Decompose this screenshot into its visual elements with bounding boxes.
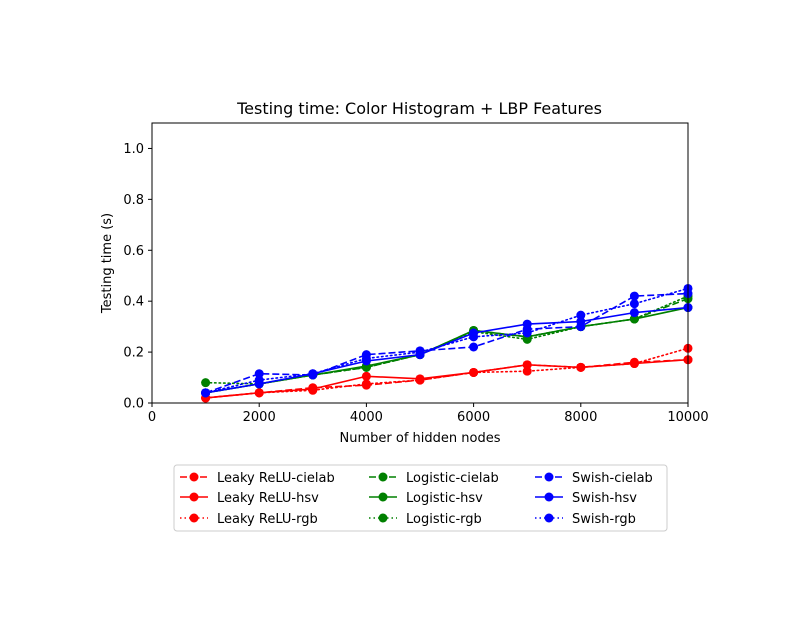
data-point: [415, 375, 425, 385]
x-tick-label: 6000: [457, 410, 490, 425]
legend-item: Logistic-cielab: [369, 471, 499, 486]
series-line: [205, 306, 689, 394]
legend-label: Swish-hsv: [572, 491, 637, 506]
data-point: [308, 385, 318, 395]
data-point: [361, 371, 371, 381]
legend-marker: [378, 492, 388, 502]
x-tick-label: 0: [148, 410, 156, 425]
data-point: [469, 367, 479, 377]
legend-marker: [544, 492, 554, 502]
data-point: [254, 369, 264, 379]
legend-label: Leaky ReLU-cielab: [217, 471, 335, 486]
legend-marker: [189, 492, 199, 502]
y-tick-label: 0.2: [123, 346, 144, 361]
plot-frame: [151, 122, 689, 404]
series-line: [205, 297, 689, 394]
legend: Leaky ReLU-cielab Leaky ReLU-hsv Leaky ReL…: [173, 464, 668, 532]
data-point: [201, 378, 211, 388]
data-point: [201, 388, 211, 398]
legend-item: Swish-rgb: [535, 512, 636, 527]
series-swish-hsv: [201, 303, 693, 398]
legend-label: Swish-rgb: [572, 512, 636, 527]
series-leaky-relu-hsv: [201, 355, 693, 403]
x-tick-label: 2000: [243, 410, 276, 425]
legend-box: [173, 464, 668, 532]
series-line: [204, 295, 689, 385]
data-point: [576, 317, 586, 327]
legend-marker: [189, 513, 199, 523]
data-point: [254, 375, 264, 385]
legend-marker: [378, 513, 388, 523]
y-tick-label: 0.0: [123, 397, 144, 412]
data-point: [522, 319, 532, 329]
legend-label: Leaky ReLU-hsv: [217, 491, 319, 506]
y-axis: 0.0 0.2 0.4 0.6 0.8 1.0: [123, 142, 152, 412]
legend-label: Logistic-rgb: [406, 512, 482, 527]
y-tick-label: 1.0: [123, 142, 144, 157]
legend-label: Swish-cielab: [572, 471, 653, 486]
plot-area: [201, 283, 693, 403]
data-point: [469, 332, 479, 342]
data-point: [361, 353, 371, 363]
data-point: [576, 310, 586, 320]
x-tick-label: 8000: [564, 410, 597, 425]
legend-item: Logistic-rgb: [369, 512, 482, 527]
legend-marker: [189, 472, 199, 482]
legend-marker: [544, 472, 554, 482]
data-point: [576, 362, 586, 372]
data-point: [254, 388, 264, 398]
x-tick-label: 4000: [350, 410, 383, 425]
data-point: [308, 369, 318, 379]
legend-item: Leaky ReLU-rgb: [180, 512, 318, 527]
series-leaky-relu-rgb: [201, 343, 693, 403]
y-axis-label: Testing time (s): [100, 213, 115, 314]
series-line: [205, 292, 689, 394]
legend-marker: [378, 472, 388, 482]
data-point: [361, 362, 371, 372]
series-leaky-relu-cielab: [201, 355, 693, 403]
legend-item: Leaky ReLU-cielab: [180, 471, 335, 486]
y-tick-label: 0.6: [123, 244, 144, 259]
data-point: [522, 360, 532, 370]
data-point: [629, 359, 639, 369]
data-point: [361, 379, 371, 389]
legend-item: Logistic-hsv: [369, 491, 483, 506]
data-point: [522, 334, 532, 344]
y-tick-label: 0.8: [123, 193, 144, 208]
legend-label: Logistic-cielab: [406, 471, 499, 486]
y-tick-label: 0.4: [123, 295, 144, 310]
legend-marker: [544, 513, 554, 523]
series-line: [204, 287, 689, 394]
legend-label: Leaky ReLU-rgb: [217, 512, 318, 527]
legend-item: Swish-hsv: [535, 491, 637, 506]
series-line: [204, 347, 689, 399]
data-point: [629, 308, 639, 318]
x-axis: 0 2000 4000 6000 8000 10000: [148, 403, 709, 425]
data-point: [629, 291, 639, 301]
data-point: [522, 366, 532, 376]
legend-item: Leaky ReLU-hsv: [180, 491, 319, 506]
x-tick-label: 10000: [667, 410, 708, 425]
legend-item: Swish-cielab: [535, 471, 653, 486]
legend-label: Logistic-hsv: [406, 491, 483, 506]
data-point: [415, 347, 425, 357]
x-axis-label: Number of hidden nodes: [340, 431, 501, 446]
data-point: [469, 342, 479, 352]
data-point: [629, 299, 639, 309]
chart-title: Testing time: Color Histogram + LBP Feat…: [236, 99, 602, 118]
data-point: [522, 328, 532, 338]
series-logistic-hsv: [201, 303, 693, 398]
data-point: [629, 314, 639, 324]
